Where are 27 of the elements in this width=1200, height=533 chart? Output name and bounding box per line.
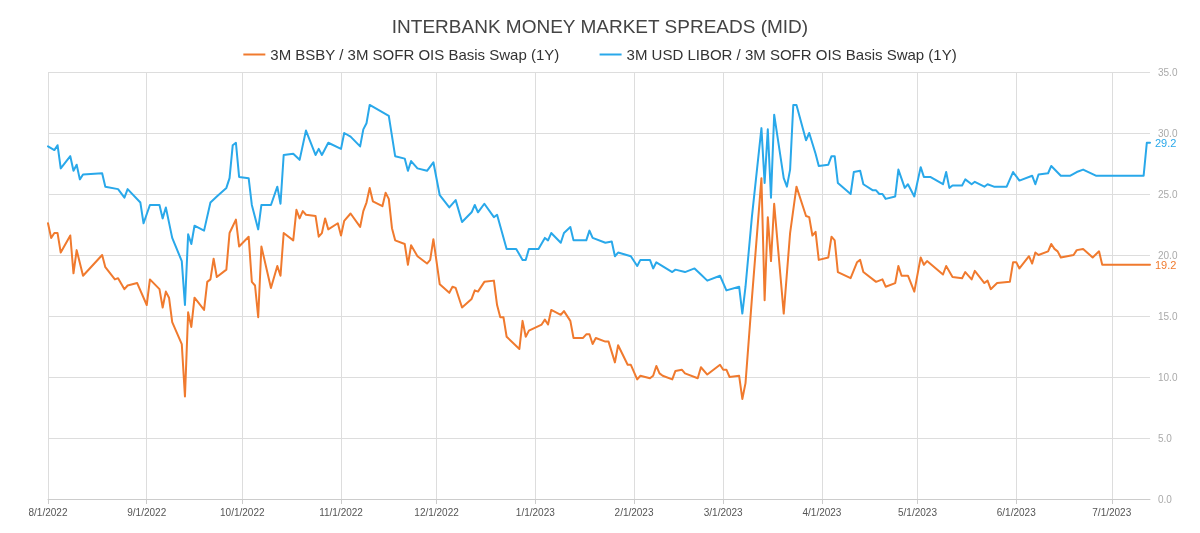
y-tick-label: 5.0 [1158, 432, 1173, 444]
x-tick-label: 7/1/2023 [1092, 506, 1132, 518]
x-tick-label: 11/1/2022 [319, 506, 364, 518]
y-tick-label: 10.0 [1158, 371, 1178, 383]
line-series [47, 103, 1151, 315]
y-tick-label: 20.0 [1158, 249, 1178, 261]
chart-title: INTERBANK MONEY MARKET SPREADS (MID) [391, 16, 809, 37]
x-tick-label: 6/1/2023 [996, 506, 1037, 518]
legend-label: 3M BSBY / 3M SOFR OIS Basis Swap (1Y) [270, 46, 560, 63]
annotation: 29.2 [1155, 136, 1177, 149]
annotation: 19.2 [1155, 258, 1177, 271]
y-tick-label: 35.0 [1158, 66, 1178, 78]
y-tick-label: 25.0 [1158, 188, 1178, 200]
x-tick-label: 9/1/2022 [127, 506, 167, 518]
legend-label: 3M USD LIBOR / 3M SOFR OIS Basis Swap (1Y) [626, 46, 957, 63]
x-tick-label: 10/1/2022 [220, 506, 265, 518]
line-series [47, 177, 1151, 400]
x-tick-label: 5/1/2023 [898, 506, 938, 518]
x-tick-label: 8/1/2022 [28, 506, 68, 518]
y-tick-label: 30.0 [1158, 127, 1178, 139]
x-tick-label: 1/1/2023 [515, 506, 556, 518]
x-tick-label: 3/1/2023 [703, 506, 744, 518]
y-tick-label: 0.0 [1158, 493, 1173, 505]
x-tick-label: 2/1/2023 [614, 506, 654, 518]
x-tick-label: 12/1/2022 [414, 506, 460, 518]
y-tick-label: 15.0 [1158, 310, 1178, 322]
x-tick-label: 4/1/2023 [802, 506, 842, 518]
